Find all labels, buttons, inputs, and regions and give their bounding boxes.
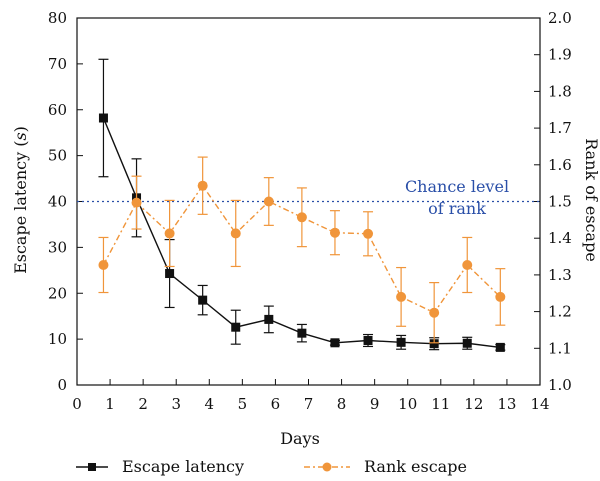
rank-escape-point [495, 291, 506, 302]
y-right-tick-label: 1.7 [548, 119, 572, 137]
x-tick-label: 6 [271, 395, 281, 413]
y-axis-right-label: Rank of escape [582, 138, 600, 262]
y-right-tick-label: 1.4 [548, 229, 572, 247]
y-right-tick-label: 1.0 [548, 376, 572, 394]
rank-escape-point [363, 228, 374, 239]
escape-latency-point [330, 338, 340, 348]
y-right-tick-label: 1.6 [548, 156, 572, 174]
chance-level-label-line2: of rank [428, 199, 486, 218]
rank-escape-point [230, 228, 241, 239]
y-right-tick-label: 1.5 [548, 193, 572, 211]
escape-latency-point [297, 328, 307, 338]
escape-latency-point [363, 336, 373, 346]
legend-escape-latency-label: Escape latency [122, 457, 244, 476]
legend-rank-escape-label: Rank escape [364, 457, 467, 476]
chance-level-label-line1: Chance level [405, 177, 509, 196]
y-left-tick-label: 20 [48, 284, 67, 302]
escape-latency-point [396, 337, 406, 347]
y-right-tick-label: 1.2 [548, 303, 572, 321]
x-tick-label: 7 [304, 395, 314, 413]
escape-latency-point [98, 113, 108, 123]
y-left-tick-label: 60 [48, 101, 67, 119]
y-left-tick-label: 50 [48, 147, 67, 165]
y-left-tick-label: 30 [48, 238, 67, 256]
rank-escape-point [396, 291, 407, 302]
escape-latency-point [231, 322, 241, 332]
escape-latency-point [165, 269, 175, 279]
axis-ticks: 0 1 2 3 4 5 6 7 8 9 10 11 12 13 14010203040506070801.0… [48, 9, 572, 413]
legend-item-escape-latency: Escape latency [76, 457, 244, 476]
rank-escape-point [164, 228, 175, 239]
x-tick-label: 9 [370, 395, 380, 413]
x-tick-label: 14 [530, 395, 549, 413]
y-left-tick-label: 70 [48, 55, 67, 73]
x-tick-label: 4 [205, 395, 215, 413]
series-rank-escape [98, 156, 506, 344]
legend: Escape latency Rank escape [76, 457, 467, 476]
x-tick-label: 12 [464, 395, 483, 413]
escape-latency-point [198, 295, 208, 305]
x-tick-label: 11 [431, 395, 450, 413]
data-marks [77, 58, 540, 352]
x-tick-label: 8 [337, 395, 347, 413]
legend-item-rank-escape: Rank escape [304, 457, 467, 476]
y-left-tick-label: 40 [48, 193, 67, 211]
y-left-tick-label: 10 [48, 330, 67, 348]
escape-latency-point [495, 342, 505, 352]
x-tick-label: 3 [171, 395, 181, 413]
y-right-tick-label: 2.0 [548, 9, 572, 27]
rank-escape-point [329, 227, 340, 238]
y-left-tick-label: 80 [48, 9, 67, 27]
x-tick-label: 10 [398, 395, 417, 413]
x-tick-label: 1 [105, 395, 115, 413]
y-axis-left-label: Escape latency (s) [11, 126, 30, 274]
legend-escape-latency-marker [88, 463, 96, 471]
escape-latency-point [264, 314, 274, 324]
rank-escape-point [197, 180, 208, 191]
x-axis-label: Days [280, 429, 320, 448]
rank-escape-point [429, 307, 440, 318]
rank-escape-point [296, 212, 307, 223]
y-right-tick-label: 1.9 [548, 46, 572, 64]
x-tick-label: 5 [238, 395, 248, 413]
y-right-tick-label: 1.3 [548, 266, 572, 284]
y-right-tick-label: 1.1 [548, 339, 572, 357]
x-tick-label: 13 [497, 395, 516, 413]
rank-escape-point [462, 259, 473, 270]
y-left-tick-label: 0 [57, 376, 67, 394]
escape-latency-point [429, 339, 439, 349]
y-right-tick-label: 1.8 [548, 82, 572, 100]
rank-escape-point [263, 196, 274, 207]
legend-rank-escape-marker [322, 462, 332, 472]
x-tick-label: 0 [72, 395, 82, 413]
rank-escape-point [131, 197, 142, 208]
escape-latency-point [462, 338, 472, 348]
x-tick-label: 2 [138, 395, 148, 413]
rank-escape-point [98, 259, 109, 270]
